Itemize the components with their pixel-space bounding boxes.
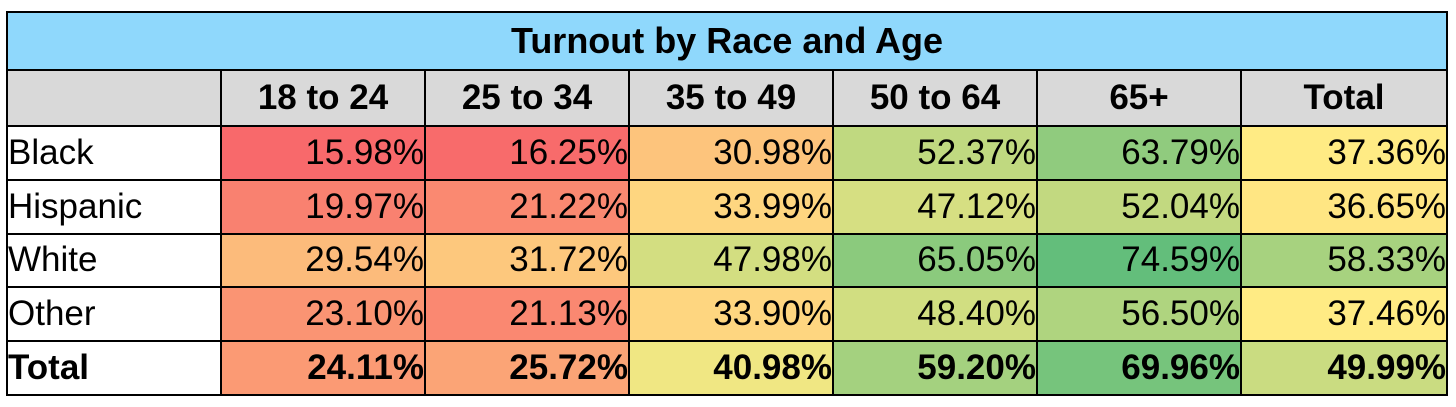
row-label: Other (6, 286, 222, 343)
row-label: White (6, 232, 222, 289)
table-row: Other 23.10% 21.13% 33.90% 48.40% 56.50%… (6, 286, 1449, 343)
total-row: Total 24.11% 25.72% 40.98% 59.20% 69.96%… (6, 340, 1449, 396)
column-header: 25 to 34 (424, 69, 630, 127)
table-row: Black 15.98% 16.25% 30.98% 52.37% 63.79%… (6, 125, 1449, 181)
column-header: Total (1239, 69, 1449, 127)
table-row: White 29.54% 31.72% 47.98% 65.05% 74.59%… (6, 232, 1449, 289)
heat-cell: 23.10% (220, 286, 426, 343)
heat-cell: 69.96% (1036, 340, 1242, 396)
heat-cell: 47.12% (832, 178, 1038, 235)
row-label: Total (6, 340, 222, 396)
column-header: 50 to 64 (832, 69, 1038, 127)
row-label: Black (6, 125, 222, 181)
heat-cell: 37.36% (1239, 125, 1449, 181)
heat-cell: 47.98% (628, 232, 834, 289)
heat-cell: 36.65% (1239, 178, 1449, 235)
heat-cell: 59.20% (832, 340, 1038, 396)
heat-cell: 40.98% (628, 340, 834, 396)
heat-cell: 63.79% (1036, 125, 1242, 181)
heat-cell: 65.05% (832, 232, 1038, 289)
heat-cell: 52.04% (1036, 178, 1242, 235)
heat-cell: 31.72% (424, 232, 630, 289)
row-label: Hispanic (6, 178, 222, 235)
turnout-heatmap-table: Turnout by Race and Age 18 to 24 25 to 3… (5, 11, 1449, 396)
column-header: 65+ (1036, 69, 1242, 127)
corner-cell (6, 69, 222, 127)
heat-cell: 48.40% (832, 286, 1038, 343)
heat-cell: 19.97% (220, 178, 426, 235)
chart-title: Turnout by Race and Age (5, 11, 1449, 71)
heat-cell: 58.33% (1239, 232, 1449, 289)
heat-cell: 21.22% (424, 178, 630, 235)
column-header: 18 to 24 (220, 69, 426, 127)
heat-cell: 21.13% (424, 286, 630, 343)
table-row: Hispanic 19.97% 21.22% 33.99% 47.12% 52.… (6, 178, 1449, 235)
heat-cell: 49.99% (1239, 340, 1449, 396)
column-header-row: 18 to 24 25 to 34 35 to 49 50 to 64 65+ … (6, 69, 1449, 127)
heat-cell: 52.37% (832, 125, 1038, 181)
heat-cell: 37.46% (1239, 286, 1449, 343)
column-header: 35 to 49 (628, 69, 834, 127)
heat-cell: 16.25% (424, 125, 630, 181)
heat-cell: 29.54% (220, 232, 426, 289)
heat-cell: 56.50% (1036, 286, 1242, 343)
heat-cell: 15.98% (220, 125, 426, 181)
heat-cell: 24.11% (220, 340, 426, 396)
heat-cell: 30.98% (628, 125, 834, 181)
heatmap-table-wrapper: Turnout by Race and Age 18 to 24 25 to 3… (5, 11, 1449, 396)
heat-cell: 33.90% (628, 286, 834, 343)
heat-cell: 25.72% (424, 340, 630, 396)
heat-cell: 33.99% (628, 178, 834, 235)
heat-cell: 74.59% (1036, 232, 1242, 289)
